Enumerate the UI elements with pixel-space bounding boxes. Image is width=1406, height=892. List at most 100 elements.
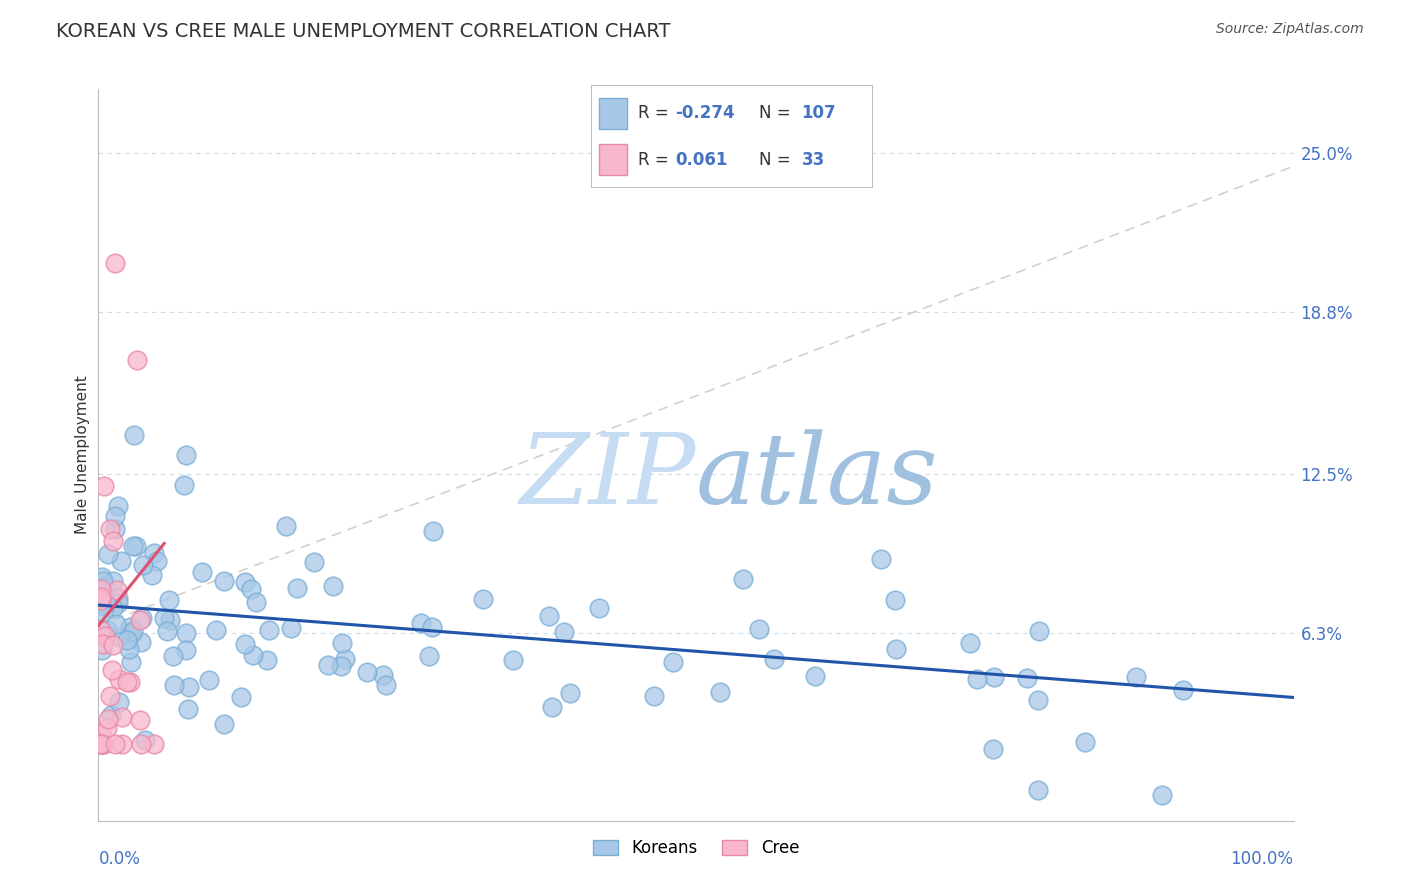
Point — [94, 596, 117, 610]
Point — [163, 678, 186, 692]
Point — [205, 624, 228, 638]
Point — [173, 478, 195, 492]
Point — [127, 352, 149, 367]
Text: N =: N = — [759, 104, 790, 122]
Point — [134, 732, 156, 747]
Point — [96, 624, 118, 638]
Point — [117, 675, 139, 690]
Text: 0.061: 0.061 — [675, 151, 727, 169]
Point — [91, 642, 114, 657]
Point — [302, 555, 325, 569]
Point — [235, 575, 257, 590]
Point — [870, 552, 893, 566]
Point — [177, 680, 200, 694]
Point — [91, 637, 114, 651]
Point — [128, 613, 150, 627]
Point — [101, 638, 124, 652]
Point — [91, 570, 114, 584]
Text: R =: R = — [638, 104, 675, 122]
Point — [131, 611, 153, 625]
Point — [1125, 670, 1147, 684]
Point — [371, 668, 394, 682]
Point — [240, 582, 263, 596]
Point — [101, 663, 124, 677]
Point — [330, 659, 353, 673]
Point — [1150, 788, 1173, 802]
Point — [104, 522, 127, 536]
Point — [661, 655, 683, 669]
Point — [280, 621, 302, 635]
Point — [1017, 671, 1039, 685]
Point — [356, 665, 378, 679]
Point — [122, 624, 145, 638]
Point — [90, 590, 112, 604]
Point — [333, 651, 356, 665]
Point — [316, 657, 339, 672]
Point — [108, 695, 131, 709]
Point — [558, 686, 581, 700]
Point — [541, 700, 564, 714]
Point — [285, 582, 308, 596]
Point — [118, 620, 141, 634]
Point — [90, 737, 112, 751]
Point — [733, 572, 755, 586]
Point — [141, 568, 163, 582]
Point — [107, 499, 129, 513]
Point — [143, 737, 166, 751]
Point — [90, 582, 112, 597]
Text: KOREAN VS CREE MALE UNEMPLOYMENT CORRELATION CHART: KOREAN VS CREE MALE UNEMPLOYMENT CORRELA… — [56, 22, 671, 41]
Point — [537, 608, 560, 623]
Point — [105, 617, 128, 632]
Text: 33: 33 — [801, 151, 825, 169]
Point — [214, 574, 236, 589]
Point — [93, 737, 115, 751]
Point — [101, 600, 124, 615]
Point — [128, 713, 150, 727]
Point — [129, 635, 152, 649]
Point — [174, 625, 197, 640]
Point — [174, 643, 197, 657]
Point — [1026, 783, 1049, 797]
Point — [93, 599, 115, 614]
Point — [118, 674, 141, 689]
Point — [93, 479, 115, 493]
Point — [981, 741, 1004, 756]
Point — [197, 673, 219, 688]
Point — [90, 737, 112, 751]
Text: 0.0%: 0.0% — [98, 850, 141, 868]
Text: ZIP: ZIP — [520, 429, 696, 524]
Point — [152, 611, 174, 625]
Point — [804, 668, 827, 682]
Point — [156, 624, 179, 639]
Point — [159, 613, 181, 627]
Point — [94, 580, 117, 594]
Point — [709, 685, 731, 699]
Text: R =: R = — [638, 151, 675, 169]
Point — [90, 623, 112, 637]
Point — [104, 509, 127, 524]
Point — [104, 256, 127, 270]
Point — [93, 629, 115, 643]
Point — [91, 605, 114, 619]
Point — [100, 523, 122, 537]
Point — [90, 737, 112, 751]
Point — [111, 709, 134, 723]
Point — [162, 648, 184, 663]
Point — [422, 524, 444, 538]
Text: atlas: atlas — [696, 429, 939, 524]
Point — [966, 672, 988, 686]
Point — [122, 428, 145, 442]
Point — [422, 620, 444, 634]
Point — [553, 625, 575, 640]
Point — [242, 648, 264, 662]
Point — [983, 670, 1005, 684]
Point — [1173, 683, 1195, 698]
Text: 107: 107 — [801, 104, 837, 122]
Point — [100, 708, 122, 723]
Point — [177, 701, 200, 715]
Point — [257, 623, 280, 637]
Point — [97, 548, 120, 562]
Point — [110, 554, 132, 568]
Point — [1026, 693, 1049, 707]
Point — [90, 726, 112, 740]
